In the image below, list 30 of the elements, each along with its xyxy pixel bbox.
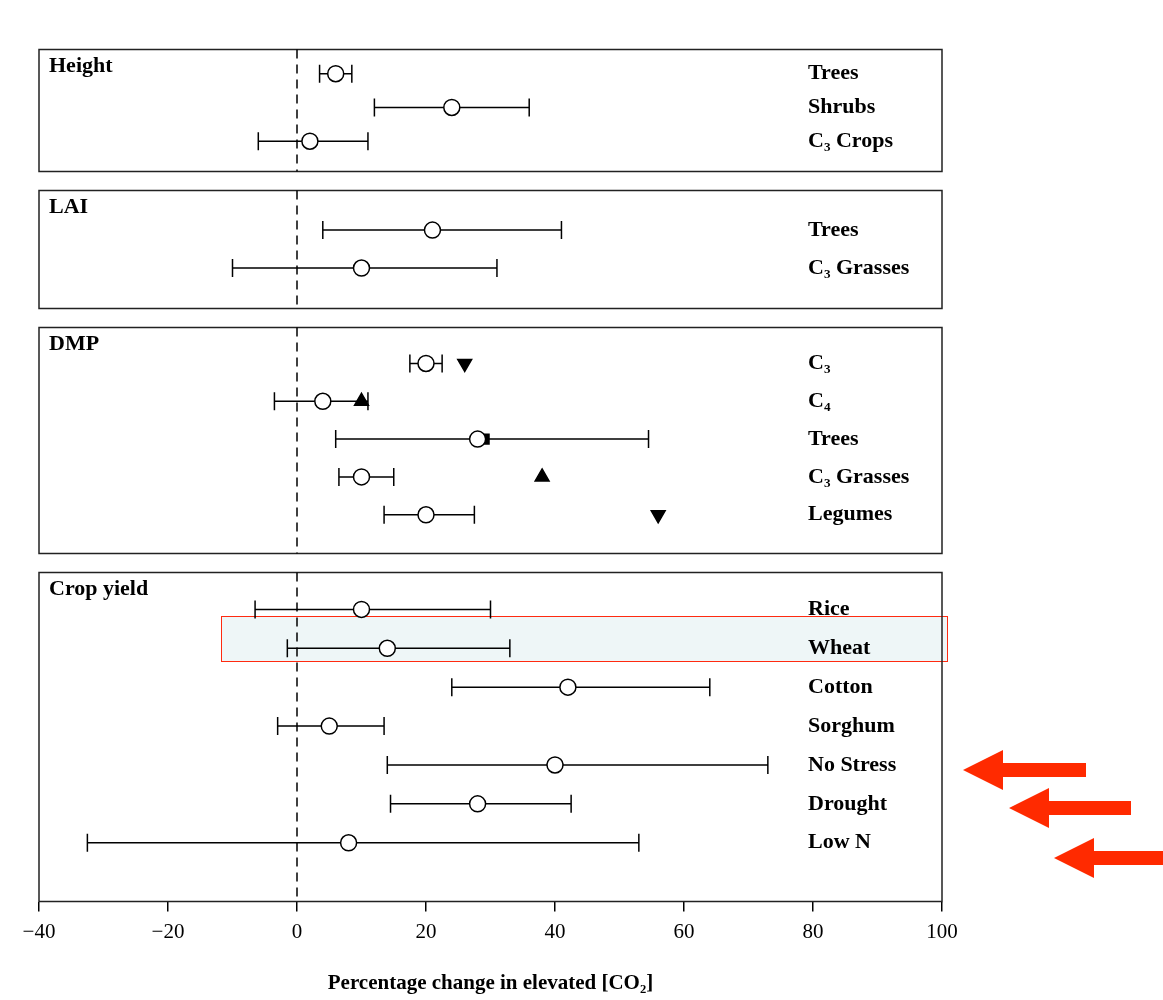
chart-title: DMP (49, 330, 100, 356)
y-tick-label: Drought (808, 789, 888, 815)
y-tick-label: Trees (808, 59, 859, 85)
x-tick-label: −20 (151, 918, 185, 943)
y-tick-label: Wheat (808, 633, 871, 659)
x-tick-label: 20 (415, 918, 437, 943)
y-tick-label: Rice (808, 595, 850, 621)
y-tick-label: C₃ Crops (808, 126, 894, 152)
y-tick-label: C₃ (808, 349, 831, 375)
y-tick-label: Shrubs (808, 93, 876, 119)
chart-title: Height (49, 52, 114, 78)
chart-title: Crop yield (49, 575, 149, 601)
x-tick-label: 40 (544, 918, 566, 943)
y-tick-label: C₃ Grasses (808, 253, 910, 279)
y-tick-label: Legumes (808, 500, 893, 526)
y-tick-label: Cotton (808, 672, 873, 698)
y-tick-label: Trees (808, 424, 859, 450)
x-tick-label: 80 (802, 918, 824, 943)
x-axis-title: Percentage change in elevated [CO₂] (327, 969, 654, 994)
x-tick-label: 0 (291, 918, 303, 943)
y-tick-label: C₄ (808, 386, 831, 412)
y-tick-label: Trees (808, 215, 859, 241)
y-tick-label: Low N (808, 828, 872, 854)
x-tick-label: 60 (673, 918, 695, 943)
y-tick-label: C₃ Grasses (808, 462, 910, 488)
y-tick-label: No Stress (808, 750, 897, 776)
x-tick-label: 100 (926, 918, 958, 943)
y-tick-label: Sorghum (808, 711, 895, 737)
x-tick-label: −40 (22, 918, 56, 943)
chart-title: LAI (49, 193, 89, 219)
